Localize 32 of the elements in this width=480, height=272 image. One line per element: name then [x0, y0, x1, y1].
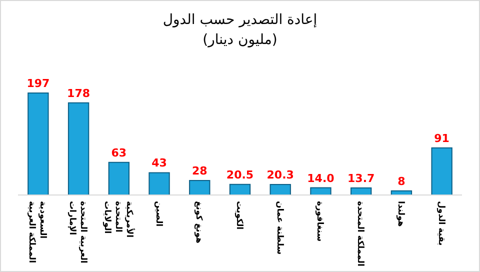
x-tick-label: هونغ كونغ: [194, 201, 204, 244]
bar: [189, 180, 210, 196]
bar: [68, 102, 90, 196]
bar: [148, 172, 170, 196]
data-label: 20.3: [266, 168, 294, 182]
bar: [270, 184, 291, 196]
x-tick-label: الولايات المتحدة الأمريكية: [102, 201, 136, 238]
data-label: 63: [111, 146, 127, 160]
data-label: 28: [192, 164, 208, 178]
data-label: 8: [398, 174, 406, 188]
data-label: 178: [67, 86, 90, 100]
data-label: 91: [434, 132, 450, 145]
bar: [108, 162, 130, 196]
x-tick-label: هولندا: [395, 201, 406, 227]
bar: [431, 147, 452, 196]
x-tick-label: سلطنة عمان: [274, 201, 284, 255]
data-label: 13.7: [348, 172, 375, 185]
bar: [229, 184, 251, 196]
x-tick-label: بقية الدول: [436, 201, 446, 246]
data-label: 43: [152, 156, 167, 170]
x-tick-label: المملكة المتحدة: [355, 201, 366, 266]
x-tick-label: الكويت: [234, 201, 244, 230]
chart-subtitle: (مليون دينار): [202, 32, 278, 48]
data-label: 197: [26, 77, 50, 90]
x-tick-label: المملكة العربية السعودية: [26, 201, 48, 264]
bar: [28, 92, 49, 196]
data-label: 14.0: [307, 172, 335, 185]
x-tick-label: الإمارات العربية المتحدة: [67, 201, 88, 264]
data-label: 20.5: [226, 168, 254, 182]
x-tick-label: الصين: [153, 201, 164, 227]
x-tick-label: سنغافورة: [314, 201, 325, 242]
chart-title: إعادة التصدير حسب الدول: [162, 12, 318, 28]
